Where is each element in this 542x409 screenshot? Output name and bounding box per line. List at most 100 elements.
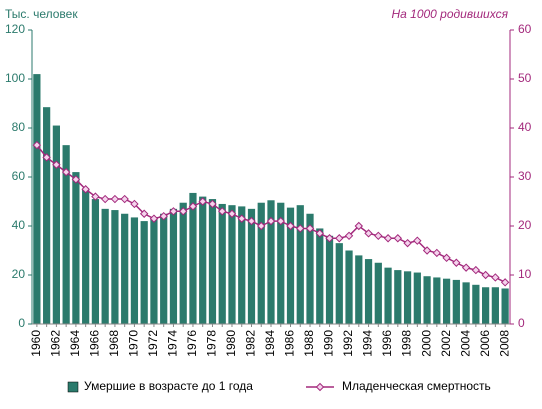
- marker: [305, 224, 315, 233]
- bar: [238, 206, 246, 324]
- marker: [491, 273, 500, 282]
- marker: [276, 216, 285, 226]
- legend-swatch: [67, 381, 79, 393]
- marker: [91, 192, 100, 201]
- marker: [218, 207, 227, 216]
- marker: [296, 224, 305, 233]
- legend-marker: [315, 382, 325, 392]
- y-tick-label: 120: [5, 22, 25, 36]
- bar: [43, 107, 51, 324]
- marker: [383, 234, 393, 243]
- x-tick-label: 1998: [400, 330, 414, 357]
- marker: [42, 153, 51, 162]
- bar: [345, 250, 353, 324]
- bar: [423, 276, 431, 324]
- marker: [344, 231, 354, 241]
- marker: [413, 236, 422, 245]
- y-tick-label: 80: [12, 120, 26, 134]
- bar: [325, 235, 334, 324]
- marker: [247, 216, 256, 226]
- x-tick-label: 1962: [49, 330, 63, 357]
- marker: [237, 214, 246, 223]
- x-tick-label: 1970: [127, 330, 141, 357]
- marker: [500, 278, 510, 287]
- bar: [101, 208, 109, 324]
- y2-tick-label: 30: [518, 169, 532, 183]
- x-tick-label: 1960: [29, 330, 43, 357]
- bar: [277, 202, 285, 324]
- marker: [81, 185, 90, 194]
- marker: [139, 209, 149, 218]
- y2-tick-label: 0: [518, 316, 525, 330]
- y2-tick-label: 20: [518, 218, 532, 232]
- x-tick-label: 1988: [302, 330, 316, 357]
- marker: [257, 221, 266, 231]
- bar: [130, 217, 139, 324]
- y-axis-label: Тыс. человек: [5, 7, 78, 21]
- x-tick-label: 2008: [497, 330, 511, 357]
- x-tick-label: 1996: [380, 330, 394, 357]
- marker: [403, 238, 412, 248]
- marker: [198, 197, 207, 206]
- bar: [150, 218, 158, 324]
- bar: [247, 208, 256, 324]
- marker: [130, 199, 139, 209]
- x-tick-label: 1974: [166, 330, 180, 357]
- marker: [159, 211, 168, 221]
- marker: [110, 194, 120, 204]
- bar: [482, 287, 490, 324]
- bar: [296, 205, 304, 324]
- bar: [364, 259, 373, 324]
- x-tick-label: 1972: [146, 330, 160, 357]
- marker: [481, 270, 490, 280]
- bar: [257, 202, 265, 324]
- bar: [374, 262, 382, 324]
- y-tick-label: 0: [18, 316, 25, 330]
- bar: [33, 74, 41, 324]
- bar: [355, 255, 363, 324]
- y-tick-label: 40: [12, 218, 26, 232]
- marker: [452, 258, 461, 267]
- marker: [227, 209, 237, 218]
- bar: [472, 284, 480, 324]
- marker: [149, 214, 159, 223]
- bar: [433, 277, 441, 324]
- bar: [394, 270, 402, 324]
- bar: [384, 267, 392, 324]
- marker: [315, 229, 324, 238]
- marker: [266, 216, 276, 226]
- bar: [111, 210, 119, 324]
- bar: [72, 172, 80, 324]
- marker: [393, 234, 403, 243]
- x-tick-label: 1966: [88, 330, 102, 357]
- marker: [61, 167, 71, 177]
- x-tick-label: 1994: [361, 330, 375, 357]
- bar: [218, 203, 226, 324]
- bar: [267, 200, 275, 324]
- bar: [316, 228, 324, 324]
- y-tick-label: 60: [12, 169, 26, 183]
- marker: [432, 248, 442, 258]
- marker: [335, 234, 344, 243]
- bar: [82, 189, 90, 324]
- bar: [160, 213, 168, 324]
- marker: [442, 253, 451, 263]
- x-tick-label: 1976: [185, 330, 199, 357]
- bar: [306, 213, 314, 324]
- x-tick-label: 1978: [205, 330, 219, 357]
- bar: [121, 213, 129, 324]
- legend-label: Младенческая смертность: [342, 379, 491, 393]
- x-tick-label: 1986: [283, 330, 297, 357]
- x-tick-label: 1968: [107, 330, 121, 357]
- x-tick-label: 1984: [263, 330, 277, 357]
- x-tick-label: 2002: [439, 330, 453, 357]
- bar: [199, 196, 207, 324]
- y2-axis-label: На 1000 родившихся: [391, 7, 508, 21]
- bar: [413, 272, 421, 324]
- marker: [71, 175, 81, 184]
- bar: [452, 279, 460, 324]
- y-tick-label: 100: [5, 71, 25, 85]
- bar: [462, 282, 470, 324]
- marker: [286, 221, 295, 231]
